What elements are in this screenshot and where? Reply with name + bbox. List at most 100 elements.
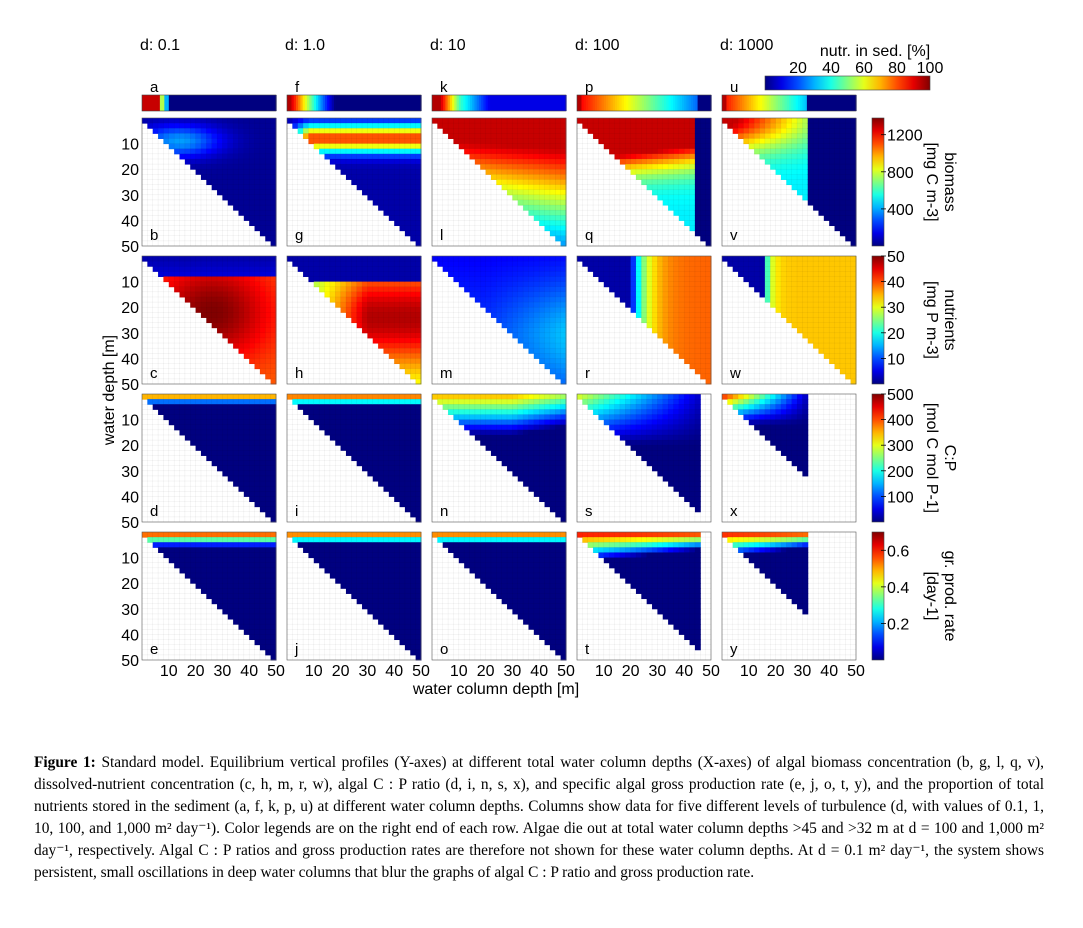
heat-cell bbox=[496, 179, 503, 186]
heat-cell bbox=[528, 118, 535, 124]
heat-cell bbox=[410, 353, 417, 359]
heat-cell bbox=[319, 399, 326, 405]
heat-cell bbox=[222, 271, 229, 277]
heat-cell bbox=[845, 296, 852, 303]
heat-cell bbox=[641, 169, 648, 175]
heat-cell bbox=[362, 189, 368, 196]
heat-cell bbox=[265, 332, 272, 339]
heat-cell bbox=[362, 123, 368, 129]
heat-cell bbox=[480, 419, 487, 426]
heat-cell bbox=[501, 312, 508, 318]
sediment-cell bbox=[536, 95, 540, 111]
heat-cell bbox=[179, 419, 186, 426]
heat-cell bbox=[818, 118, 825, 124]
heat-cell bbox=[372, 128, 379, 134]
heat-cell bbox=[560, 158, 567, 165]
heat-cell bbox=[448, 409, 454, 415]
heat-cell bbox=[786, 143, 793, 150]
heat-cell bbox=[254, 118, 261, 124]
heat-cell bbox=[378, 128, 384, 134]
heat-cell bbox=[496, 312, 503, 318]
sediment-cell bbox=[222, 95, 226, 111]
heat-cell bbox=[399, 276, 406, 283]
row-label-biomass: biomass bbox=[941, 152, 958, 212]
heat-cell bbox=[206, 179, 213, 186]
heat-cell bbox=[415, 414, 422, 421]
sediment-cell bbox=[708, 95, 712, 111]
heat-cell bbox=[329, 394, 336, 400]
heat-cell bbox=[770, 153, 777, 160]
heat-cell bbox=[388, 174, 395, 180]
heat-cell bbox=[329, 256, 336, 262]
heat-cell bbox=[480, 128, 487, 134]
heat-cell bbox=[539, 327, 546, 334]
heat-cell bbox=[533, 286, 540, 293]
heat-cell bbox=[195, 404, 202, 410]
heat-cell bbox=[764, 281, 771, 288]
heat-cell bbox=[233, 169, 239, 175]
sediment-cell bbox=[532, 95, 536, 111]
heat-cell bbox=[367, 332, 374, 339]
heat-cell bbox=[700, 184, 707, 191]
heat-cell bbox=[662, 276, 669, 283]
heat-cell bbox=[560, 184, 567, 191]
heat-cell bbox=[807, 307, 814, 313]
heat-cell bbox=[329, 286, 336, 293]
heat-cell bbox=[507, 148, 513, 155]
heat-cell bbox=[190, 419, 197, 426]
heat-cell bbox=[813, 337, 819, 344]
heat-cell bbox=[163, 404, 170, 410]
heat-cell bbox=[388, 491, 395, 497]
heat-cell bbox=[555, 322, 562, 329]
sediment-cell bbox=[806, 95, 810, 111]
heat-cell bbox=[453, 276, 460, 283]
heat-cell bbox=[673, 261, 680, 267]
heat-cell bbox=[850, 189, 857, 196]
heat-cell bbox=[603, 281, 610, 288]
heat-cell bbox=[415, 332, 422, 339]
heat-cell bbox=[324, 419, 331, 426]
heat-cell bbox=[222, 317, 229, 324]
heat-cell bbox=[823, 327, 830, 334]
sediment-cell bbox=[603, 95, 607, 111]
heat-cell bbox=[238, 394, 245, 400]
heat-cell bbox=[238, 194, 245, 201]
heat-cell bbox=[448, 404, 454, 410]
heat-cell bbox=[635, 118, 642, 124]
heat-cell bbox=[270, 486, 277, 492]
heat-cell bbox=[254, 353, 261, 359]
heat-cell bbox=[549, 353, 556, 359]
heat-cell bbox=[259, 470, 266, 477]
sediment-cell bbox=[354, 95, 357, 111]
heat-cell bbox=[619, 296, 626, 303]
heat-cell bbox=[850, 123, 857, 129]
heat-cell bbox=[399, 256, 406, 262]
heat-cell bbox=[839, 343, 846, 349]
heat-cell bbox=[222, 189, 229, 196]
heat-cell bbox=[791, 261, 798, 267]
heat-cell bbox=[378, 343, 384, 349]
sediment-cell bbox=[632, 95, 636, 111]
heat-cell bbox=[678, 266, 685, 272]
heat-cell bbox=[775, 118, 782, 124]
heat-cell bbox=[243, 394, 250, 400]
heat-cell bbox=[270, 440, 277, 446]
heat-cell bbox=[834, 118, 841, 124]
heat-cell bbox=[399, 332, 406, 339]
heat-cell bbox=[345, 307, 352, 313]
heat-cell bbox=[668, 189, 674, 196]
heat-cell bbox=[501, 153, 508, 160]
heat-cell bbox=[249, 291, 256, 298]
heat-cell bbox=[496, 419, 503, 426]
sediment-cell bbox=[358, 95, 362, 111]
heat-cell bbox=[544, 266, 551, 272]
colorbar-tick-label: 10 bbox=[887, 351, 905, 368]
heat-cell bbox=[404, 368, 411, 375]
heat-cell bbox=[372, 164, 379, 170]
heat-cell bbox=[388, 312, 395, 318]
heat-cell bbox=[200, 429, 207, 436]
heat-cell bbox=[496, 164, 503, 170]
heat-cell bbox=[802, 322, 809, 329]
heat-cell bbox=[356, 158, 363, 165]
heat-cell bbox=[593, 271, 599, 277]
